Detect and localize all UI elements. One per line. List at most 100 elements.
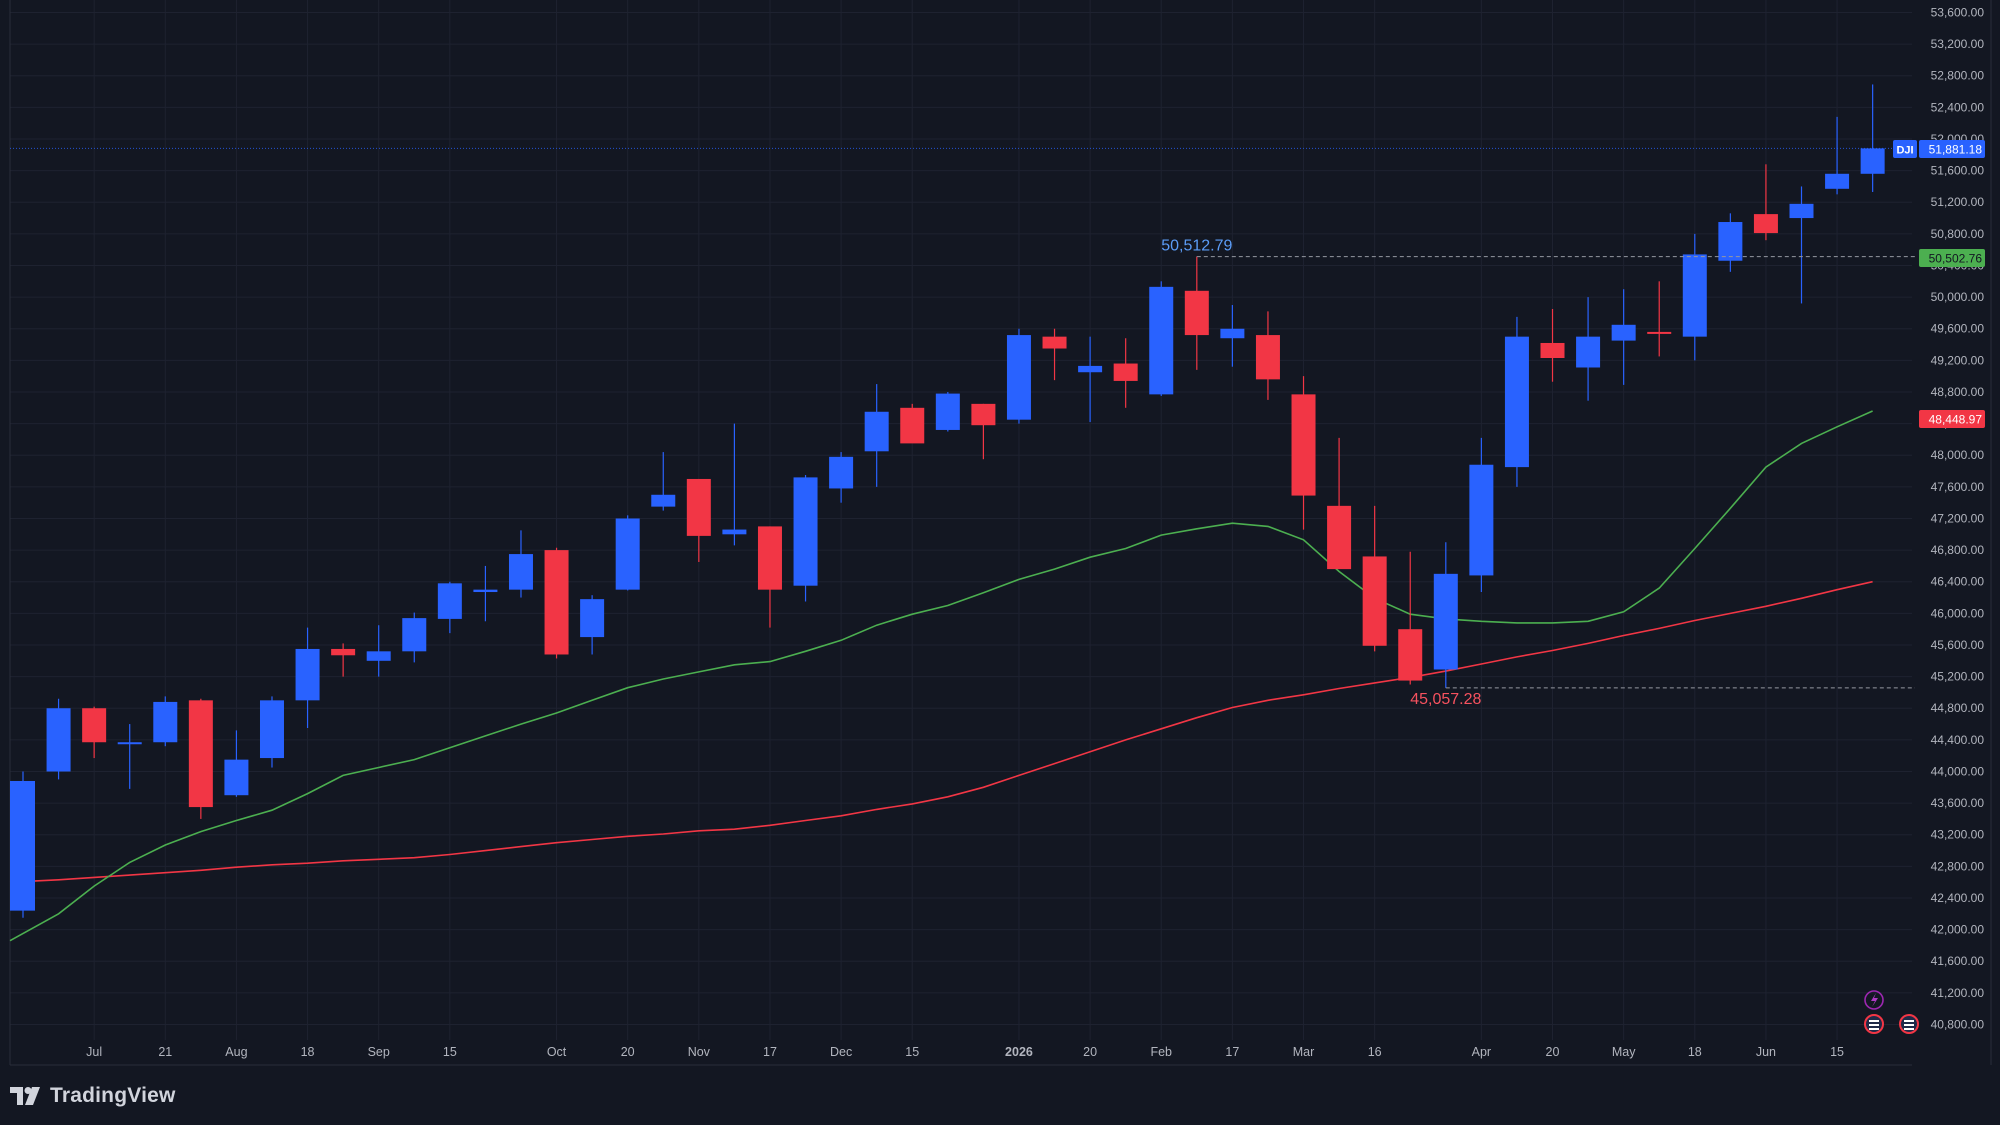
price-tick-label: 43,600.00 <box>1931 796 1985 810</box>
price-tick-label: 46,400.00 <box>1931 575 1985 589</box>
time-tick-label: May <box>1612 1045 1636 1059</box>
price-tick-label: 51,200.00 <box>1931 195 1985 209</box>
candle-body-up <box>437 583 462 619</box>
candles <box>10 84 1885 918</box>
moving-average-long-line <box>9 580 1873 883</box>
time-tick-label: Apr <box>1472 1045 1491 1059</box>
price-tick-label: 50,000.00 <box>1931 290 1985 304</box>
candle-body-up <box>935 393 960 430</box>
price-tick-label: 44,000.00 <box>1931 764 1985 778</box>
price-tick-label: 42,000.00 <box>1931 923 1985 937</box>
moving-average-short-line <box>9 410 1873 942</box>
candle-body-up <box>1078 365 1103 373</box>
time-tick-label: 20 <box>1546 1045 1560 1059</box>
price-tick-label: 46,000.00 <box>1931 606 1985 620</box>
us-flag-icon[interactable] <box>1864 1014 1884 1034</box>
time-tick-label: 21 <box>158 1045 172 1059</box>
time-axis[interactable]: Jul 21 Aug 18 Sep 15 Oct 20 Nov 17 Dec 15 2026 20 Feb 1… <box>86 1045 1844 1059</box>
candle-body-down <box>188 700 213 808</box>
price-tick-label: 42,400.00 <box>1931 891 1985 905</box>
candle-body-down <box>1753 214 1778 234</box>
candle-body-down <box>1398 629 1423 681</box>
price-tick-label: 53,200.00 <box>1931 37 1985 51</box>
candle-body-up <box>10 780 35 911</box>
time-tick-label: Oct <box>547 1045 567 1059</box>
candle-body-down <box>1291 394 1316 496</box>
lightning-icon[interactable] <box>1864 990 1884 1010</box>
price-tick-label: 49,200.00 <box>1931 353 1985 367</box>
candle-body-up <box>1149 286 1174 395</box>
candle-body-up <box>1682 254 1707 337</box>
candle-body-up <box>473 589 498 593</box>
candle-body-up <box>1860 148 1885 174</box>
candle-body-up <box>722 529 747 535</box>
price-tag-box <box>1919 410 1985 428</box>
candle-body-down <box>757 526 782 590</box>
price-tag-box <box>1919 140 1985 158</box>
low-price-label: 45,057.28 <box>1410 691 1481 708</box>
candle-body-up <box>508 554 533 590</box>
candle-body-up <box>580 599 605 638</box>
time-tick-label: 17 <box>763 1045 777 1059</box>
time-tick-label: 17 <box>1225 1045 1239 1059</box>
time-tick-label: Sep <box>368 1045 390 1059</box>
price-tick-label: 41,200.00 <box>1931 986 1985 1000</box>
candle-body-down <box>544 550 569 655</box>
candle-body-up <box>1469 464 1494 576</box>
price-tick-label: 42,800.00 <box>1931 859 1985 873</box>
candle-body-down <box>331 648 356 656</box>
symbol-tag-box <box>1893 140 1917 158</box>
time-tick-label: Jul <box>86 1045 102 1059</box>
candle-body-up <box>259 700 284 759</box>
candle-body-up <box>615 518 640 590</box>
candle-body-up <box>793 477 818 586</box>
candle-body-up <box>1006 335 1031 420</box>
price-tick-label: 45,200.00 <box>1931 670 1985 684</box>
price-tick-label: 50,800.00 <box>1931 227 1985 241</box>
candle-body-down <box>686 478 711 536</box>
price-tick-label: 47,600.00 <box>1931 480 1985 494</box>
time-tick-label: Dec <box>830 1045 852 1059</box>
footer-bar <box>0 1067 2000 1125</box>
event-icons[interactable] <box>1864 990 1919 1034</box>
price-tick-label: 47,200.00 <box>1931 511 1985 525</box>
candle-body-up <box>864 411 889 452</box>
time-tick-label: Feb <box>1150 1045 1172 1059</box>
candle-body-up <box>1611 324 1636 341</box>
symbol-tag-label: DJI <box>1896 145 1913 157</box>
time-tick-label: Nov <box>688 1045 711 1059</box>
price-tick-label: 46,800.00 <box>1931 543 1985 557</box>
price-chart[interactable]: 50,512.79 45,057.28 53,600.00 53,200.00 52,… <box>0 0 2000 1067</box>
candle-body-up <box>1789 203 1814 219</box>
time-tick-label: 2026 <box>1005 1045 1033 1059</box>
time-tick-label: 20 <box>621 1045 635 1059</box>
price-tag-box <box>1919 249 1985 267</box>
price-tick-label: 52,400.00 <box>1931 100 1985 114</box>
price-tick-label: 53,600.00 <box>1931 6 1985 20</box>
price-tick-label: 44,400.00 <box>1931 733 1985 747</box>
us-flag-icon[interactable] <box>1899 1014 1919 1034</box>
candle-body-down <box>1184 290 1209 336</box>
candle-body-down <box>1540 342 1565 359</box>
time-tick-label: Aug <box>225 1045 247 1059</box>
candle-body-up <box>1504 336 1529 468</box>
grid-lines <box>9 0 1992 1066</box>
price-tick-label: 49,600.00 <box>1931 322 1985 336</box>
candle-body-up <box>295 648 320 701</box>
price-tick-label: 44,800.00 <box>1931 701 1985 715</box>
tradingview-logo[interactable]: TradingView <box>10 1084 176 1108</box>
candle-body-down <box>1255 335 1280 380</box>
candle-body-up <box>366 651 391 661</box>
time-tick-label: 18 <box>1688 1045 1702 1059</box>
candle-body-up <box>1433 573 1458 670</box>
candle-body-up <box>651 494 676 507</box>
candle-body-up <box>1220 328 1245 339</box>
candle-body-down <box>900 407 925 444</box>
price-tags: 51,881.18 DJI 50,502.76 48,448.97 <box>1893 140 1985 428</box>
candle-body-down <box>82 708 107 743</box>
price-axis[interactable]: 53,600.0053,200.0052,800.0052,400.0052,0… <box>1931 6 1985 1032</box>
candle-body-down <box>1647 331 1672 334</box>
candle-body-up <box>1825 173 1850 189</box>
price-tag-value: 48,448.97 <box>1929 413 1983 427</box>
